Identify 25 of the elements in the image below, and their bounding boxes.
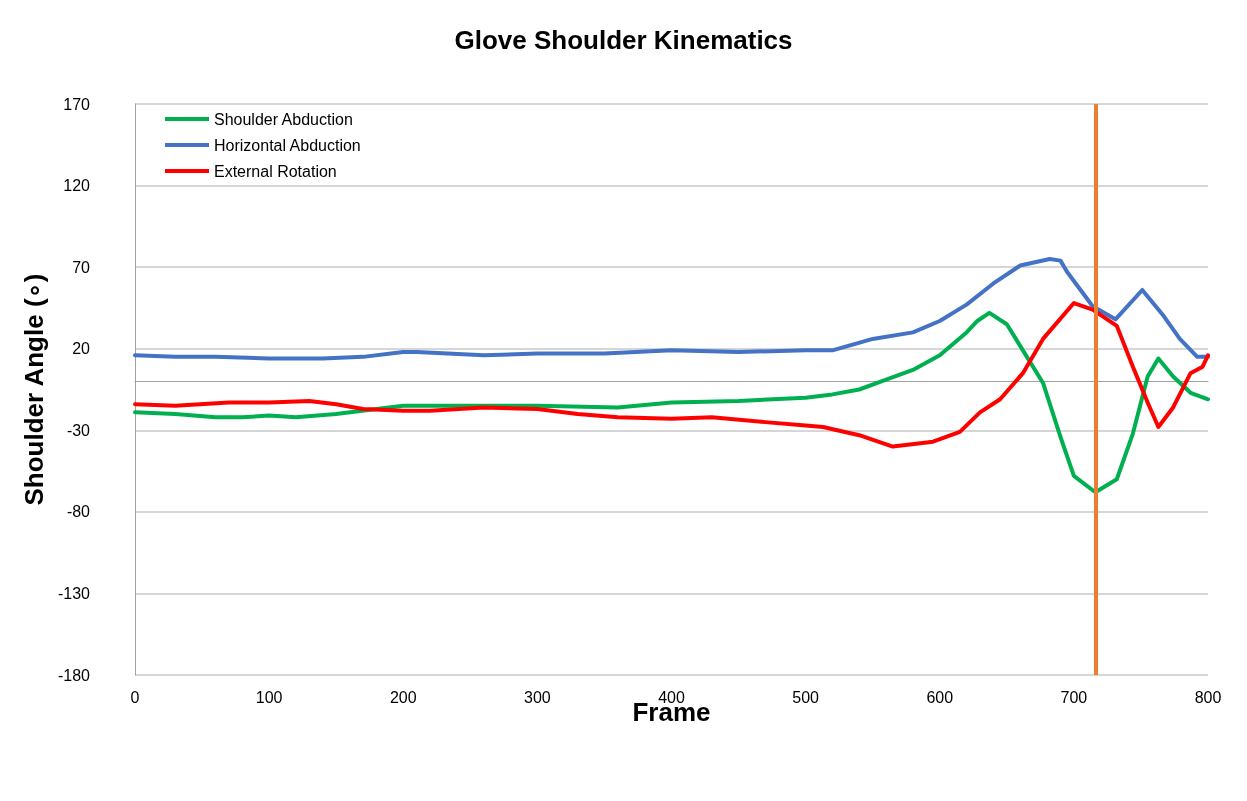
legend-label: Shoulder Abduction [214,110,353,128]
y-tick-label: 70 [72,258,91,276]
x-tick-label: 700 [1060,688,1088,706]
x-tick-label: 300 [524,688,551,706]
x-tick-label: 200 [389,688,417,706]
y-axis-title: Shoulder Angle (∘) [19,273,50,506]
line-series [133,256,1210,361]
x-tick-label: 400 [658,688,685,706]
legend-label: External Rotation [214,162,337,180]
x-tick-label: 500 [792,688,820,706]
y-tick-label: 20 [72,340,91,358]
x-tick-label: 0 [130,688,140,706]
x-tick-label: 800 [1194,688,1222,706]
y-tick-label: -180 [57,666,91,684]
line-series [133,310,1210,495]
y-tick-label: 120 [63,177,91,195]
x-tick-label: 600 [926,688,954,706]
y-tick-label: -130 [57,584,91,602]
chart-title: Glove Shoulder Kinematics [454,25,793,55]
line-series [133,301,1210,449]
x-tick-label: 100 [255,688,283,706]
y-tick-label: -30 [66,421,91,439]
legend-label: Horizontal Abduction [214,136,361,154]
y-tick-label: -80 [66,503,91,521]
y-tick-label: 170 [63,95,91,113]
